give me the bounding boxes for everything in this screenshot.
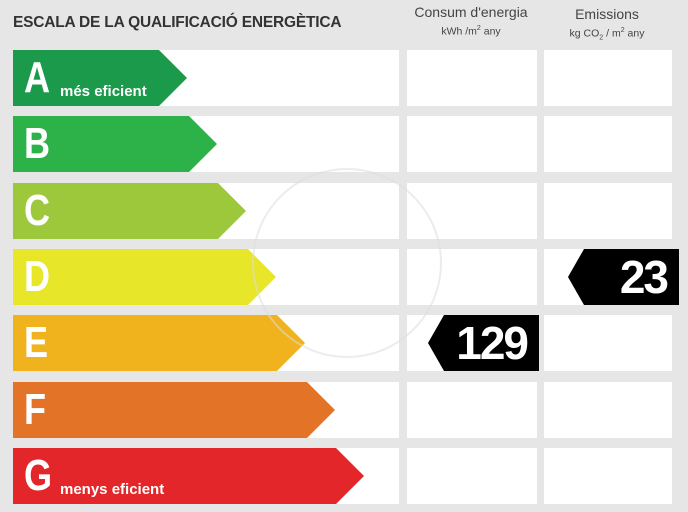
emis-cell <box>544 116 672 172</box>
consum-indicator: 129 <box>428 315 539 371</box>
emis-cell <box>544 448 672 504</box>
rating-letter: A <box>24 53 51 102</box>
rating-row-b: B <box>0 116 688 172</box>
rating-label: més eficient <box>60 83 147 100</box>
consum-cell <box>407 249 537 305</box>
consum-cell <box>407 183 537 239</box>
rating-row-e: E 129 <box>0 315 688 371</box>
rating-letter: F <box>24 385 47 434</box>
consum-header: Consum d'energia kWh /m2 any <box>406 4 536 39</box>
page-title: ESCALA DE LA QUALIFICACIÓ ENERGÈTICA <box>13 14 342 31</box>
rating-bar-d: D <box>13 249 276 305</box>
rating-bar-b: B <box>13 116 217 172</box>
rating-bar-c: C <box>13 183 246 239</box>
emissions-header-label: Emissions <box>575 6 639 22</box>
consum-cell <box>407 116 537 172</box>
rating-letter: G <box>24 451 53 500</box>
consum-header-label: Consum d'energia <box>414 4 528 20</box>
rating-bar-e: E <box>13 315 305 371</box>
rating-letter: C <box>24 186 51 235</box>
emis-cell <box>544 382 672 438</box>
rating-row-c: C <box>0 183 688 239</box>
emissions-indicator: 23 <box>568 249 679 305</box>
consum-header-unit: kWh /m2 any <box>441 25 501 38</box>
rating-label: menys eficient <box>60 481 165 498</box>
consum-cell <box>407 50 537 106</box>
rating-letter: E <box>24 318 49 367</box>
consum-cell <box>407 382 537 438</box>
emissions-header: Emissions kg CO2 / m2 any <box>543 6 671 46</box>
rating-row-f: F <box>0 382 688 438</box>
rating-letter: D <box>24 252 51 301</box>
emis-cell <box>544 50 672 106</box>
rating-bar-f: F <box>13 382 335 438</box>
emissions-header-unit: kg CO2 / m2 any <box>569 27 645 42</box>
emis-cell <box>544 315 672 371</box>
emis-cell <box>544 183 672 239</box>
rating-row-d: D 23 <box>0 249 688 305</box>
rating-letter: B <box>24 119 51 168</box>
consum-cell <box>407 448 537 504</box>
